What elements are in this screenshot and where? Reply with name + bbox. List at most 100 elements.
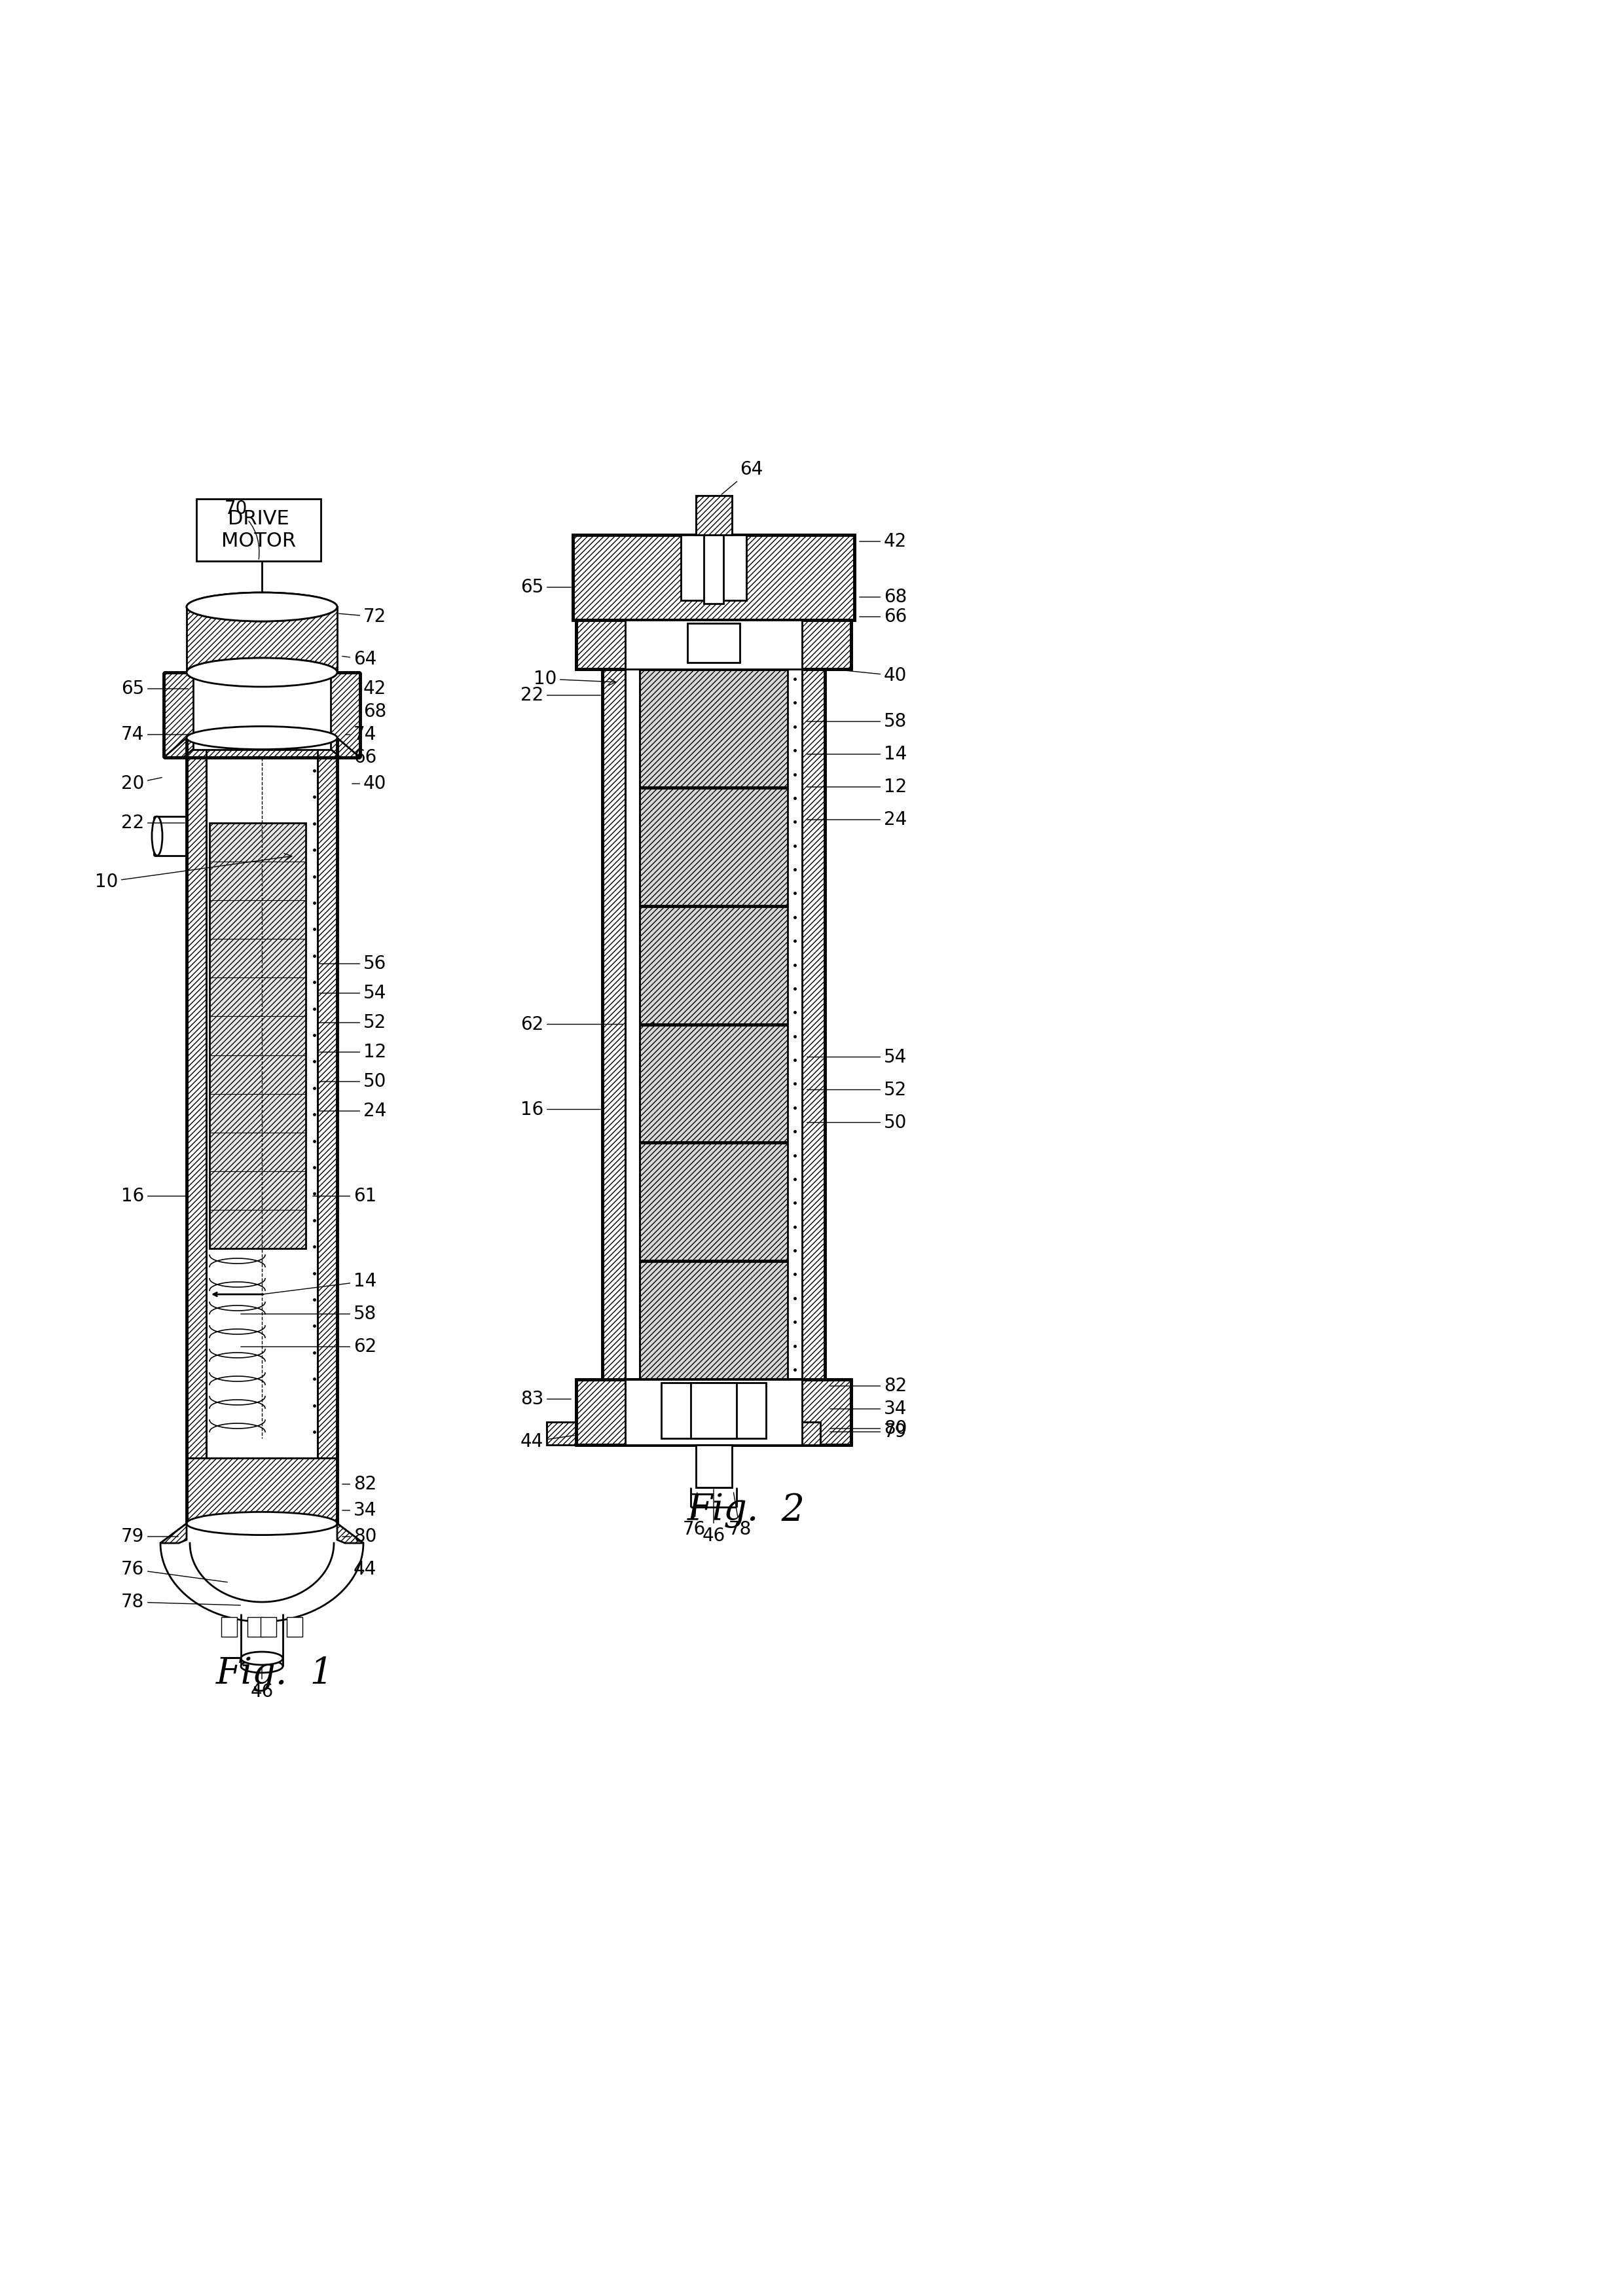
Text: Fig.  2: Fig. 2 xyxy=(688,1492,805,1529)
Bar xyxy=(787,668,802,1380)
Text: 40: 40 xyxy=(352,774,386,792)
Text: 12: 12 xyxy=(807,778,907,797)
Text: 44: 44 xyxy=(521,1433,575,1451)
Text: 16: 16 xyxy=(521,1100,601,1118)
Text: 52: 52 xyxy=(807,1081,907,1100)
Text: 76: 76 xyxy=(122,1559,227,1582)
Text: 72: 72 xyxy=(339,608,386,627)
Text: 34: 34 xyxy=(342,1502,377,1520)
Text: 40: 40 xyxy=(833,666,907,684)
Text: 42: 42 xyxy=(360,680,386,698)
Text: Fig.  1: Fig. 1 xyxy=(216,1655,334,1692)
Text: 54: 54 xyxy=(320,985,386,1003)
Text: 16: 16 xyxy=(122,1187,188,1205)
Ellipse shape xyxy=(187,659,338,687)
Bar xyxy=(602,668,625,1380)
Ellipse shape xyxy=(187,1513,338,1536)
Bar xyxy=(625,668,802,1380)
Text: 62: 62 xyxy=(240,1339,377,1357)
Text: 83: 83 xyxy=(521,1389,571,1407)
Bar xyxy=(576,620,850,668)
Text: 10: 10 xyxy=(94,854,292,891)
Text: 82: 82 xyxy=(829,1378,907,1396)
Bar xyxy=(802,1421,820,1444)
Bar xyxy=(625,1380,802,1444)
Bar xyxy=(802,668,824,1380)
Text: 64: 64 xyxy=(722,459,763,494)
Bar xyxy=(221,1616,237,1637)
Text: 66: 66 xyxy=(860,608,907,627)
Ellipse shape xyxy=(240,1651,282,1665)
Text: 54: 54 xyxy=(807,1047,907,1065)
Text: 79: 79 xyxy=(829,1424,907,1442)
Text: 46: 46 xyxy=(703,1490,725,1545)
Ellipse shape xyxy=(187,726,338,748)
Text: 22: 22 xyxy=(521,687,601,705)
Bar xyxy=(688,622,740,664)
Ellipse shape xyxy=(153,817,162,856)
Text: DRIVE
MOTOR: DRIVE MOTOR xyxy=(221,510,295,551)
Bar xyxy=(696,1444,732,1488)
Bar xyxy=(696,496,732,535)
Bar xyxy=(573,535,854,620)
Polygon shape xyxy=(161,1525,187,1543)
Text: 44: 44 xyxy=(354,1559,377,1577)
Bar xyxy=(691,1382,737,1437)
Text: 24: 24 xyxy=(320,1102,386,1120)
Bar xyxy=(547,1421,576,1444)
Text: 56: 56 xyxy=(320,955,386,974)
Text: 34: 34 xyxy=(829,1401,907,1419)
Ellipse shape xyxy=(187,592,338,622)
Text: 61: 61 xyxy=(313,1187,377,1205)
Text: 10: 10 xyxy=(534,670,615,689)
Bar xyxy=(261,1616,276,1637)
Bar xyxy=(164,673,360,758)
Text: 74: 74 xyxy=(346,726,377,744)
Text: 50: 50 xyxy=(807,1114,907,1132)
Bar xyxy=(187,606,338,673)
Text: 64: 64 xyxy=(342,650,377,668)
Bar xyxy=(661,1382,766,1437)
Bar xyxy=(704,535,724,604)
Bar xyxy=(318,737,338,1458)
Bar xyxy=(696,496,732,535)
Text: 50: 50 xyxy=(320,1072,386,1091)
Text: 76: 76 xyxy=(682,1492,706,1538)
Bar xyxy=(625,620,802,668)
Text: 52: 52 xyxy=(320,1013,386,1031)
Text: 65: 65 xyxy=(521,579,571,597)
Ellipse shape xyxy=(187,592,338,622)
Bar xyxy=(196,498,321,560)
Text: 46: 46 xyxy=(250,1667,273,1701)
Bar xyxy=(187,737,206,1458)
Text: 68: 68 xyxy=(360,703,386,721)
Text: 68: 68 xyxy=(860,588,907,606)
Bar xyxy=(625,668,639,1380)
Text: 20: 20 xyxy=(120,774,162,792)
Text: 22: 22 xyxy=(122,813,185,831)
Text: 14: 14 xyxy=(807,744,907,762)
Text: 58: 58 xyxy=(807,712,907,730)
Polygon shape xyxy=(338,1525,364,1543)
Bar xyxy=(187,1458,338,1525)
Bar xyxy=(287,1616,302,1637)
Text: 62: 62 xyxy=(521,1015,623,1033)
Text: 24: 24 xyxy=(807,810,907,829)
Text: 78: 78 xyxy=(729,1492,751,1538)
Text: 80: 80 xyxy=(829,1419,907,1437)
Text: 42: 42 xyxy=(860,533,907,551)
Text: 78: 78 xyxy=(122,1593,240,1612)
Text: 79: 79 xyxy=(120,1527,179,1545)
Ellipse shape xyxy=(187,659,338,687)
Bar xyxy=(682,535,747,599)
Text: 66: 66 xyxy=(342,748,377,767)
Text: 12: 12 xyxy=(320,1042,386,1061)
Bar xyxy=(209,822,305,1249)
Text: 65: 65 xyxy=(122,680,188,698)
Bar xyxy=(193,675,331,748)
Bar xyxy=(247,1616,263,1637)
Text: 70: 70 xyxy=(224,501,260,560)
Text: 14: 14 xyxy=(263,1272,377,1295)
Text: 82: 82 xyxy=(342,1474,377,1492)
Text: 80: 80 xyxy=(342,1527,377,1545)
